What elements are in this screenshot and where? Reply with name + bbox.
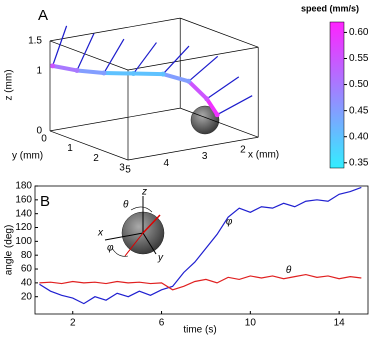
sphere xyxy=(190,105,220,135)
trajectory-segment xyxy=(52,63,78,73)
inset-label: z xyxy=(141,187,147,198)
orientation-arrow xyxy=(76,33,95,71)
z-tick-label: 1 xyxy=(36,66,42,77)
box-edge xyxy=(180,17,259,48)
inset-label: φ xyxy=(107,243,114,254)
z-tick-label: 0 xyxy=(36,126,42,137)
colorbar xyxy=(329,21,345,169)
annotation: θ xyxy=(286,265,292,276)
trajectory-segment xyxy=(103,71,134,76)
x-tick-label: 14 xyxy=(334,318,346,329)
colorbar-tick-label: 0.60 xyxy=(349,27,369,38)
x-axis-label: x (mm) xyxy=(248,150,279,161)
inset xyxy=(104,196,165,257)
trajectory-point xyxy=(74,67,80,73)
inset-projection xyxy=(124,232,144,257)
x-tick-label: 2 xyxy=(70,318,76,329)
y-axis-label: y (mm) xyxy=(12,151,43,162)
x-tick-label: 6 xyxy=(159,318,165,329)
box-edge xyxy=(49,40,129,71)
trajectory-point xyxy=(160,71,166,77)
box-edge xyxy=(49,130,129,161)
y-tick-label: 100 xyxy=(15,236,32,247)
inset-vector xyxy=(142,214,161,234)
inset-arc xyxy=(111,247,129,257)
colorbar-label: speed (mm/s) xyxy=(301,3,359,13)
colorbar-tick-label: 0.40 xyxy=(349,131,369,142)
x-tick-label: 4 xyxy=(164,158,170,169)
y-tick-label: 60 xyxy=(21,264,33,275)
orientation-arrow xyxy=(206,76,240,100)
y-tick-label: 1 xyxy=(67,143,73,154)
series-line xyxy=(39,273,362,291)
orientation-arrow xyxy=(162,45,190,75)
y-tick-label: 80 xyxy=(21,250,33,261)
inset-axis xyxy=(104,232,144,241)
y-tick-label: 2 xyxy=(93,153,99,164)
inset-axis xyxy=(142,232,157,255)
x-tick-label: 5 xyxy=(125,165,131,176)
trajectory-point xyxy=(214,112,220,118)
series-line xyxy=(39,186,362,305)
panel-label: B xyxy=(40,193,50,210)
trajectory-point xyxy=(101,70,107,76)
z-tick-label: 1.5 xyxy=(28,36,42,47)
box-edge xyxy=(127,46,259,71)
box-edge xyxy=(180,107,259,138)
y-tick-label: 180 xyxy=(15,181,32,192)
trajectory-point xyxy=(186,78,192,84)
orientation-arrow xyxy=(132,42,157,74)
y-tick-label: 140 xyxy=(15,208,32,219)
y-tick-label: 40 xyxy=(21,278,33,289)
inset-arc xyxy=(130,206,153,213)
orientation-arrow xyxy=(103,38,125,74)
inset-label: y xyxy=(157,253,164,264)
trajectory-point xyxy=(204,96,210,102)
y-tick-label: 160 xyxy=(15,194,32,205)
colorbar-tick-label: 0.50 xyxy=(349,79,369,90)
y-tick-label: 120 xyxy=(15,222,32,233)
x-tick-label: 3 xyxy=(202,151,208,162)
trajectory-segment xyxy=(76,68,105,76)
trajectory-point xyxy=(50,63,56,69)
inset-label: θ xyxy=(123,200,129,211)
panel-label: A xyxy=(38,7,48,24)
y-tick-label: 3 xyxy=(119,163,125,174)
colorbar-tick-label: 0.35 xyxy=(349,157,369,168)
plot-frame xyxy=(34,185,369,315)
box-edge xyxy=(49,17,181,42)
annotation: φ xyxy=(226,217,233,228)
colorbar-tick-label: 0.55 xyxy=(349,53,369,64)
colorbar-tick-label: 0.45 xyxy=(349,105,369,116)
x-tick-label: 2 xyxy=(240,145,246,156)
trajectory-point xyxy=(130,71,136,77)
trajectory-segment xyxy=(133,71,164,77)
box-edge xyxy=(49,107,181,132)
x-axis-label: time (s) xyxy=(183,325,216,336)
orientation-arrow xyxy=(188,55,219,82)
trajectory-segment xyxy=(187,79,209,101)
trajectory-segment xyxy=(162,72,190,84)
orientation-arrow xyxy=(216,95,253,116)
y-axis-label: angle (deg) xyxy=(4,225,15,276)
box-edge xyxy=(127,136,259,161)
inset-label: x xyxy=(97,228,104,239)
y-tick-label: 20 xyxy=(21,291,33,302)
y-tick-label: 0 xyxy=(41,134,47,145)
x-tick-label: 10 xyxy=(245,318,257,329)
z-axis-label: z (mm) xyxy=(4,69,15,100)
orientation-arrow xyxy=(52,25,68,67)
trajectory-segment xyxy=(205,97,219,116)
